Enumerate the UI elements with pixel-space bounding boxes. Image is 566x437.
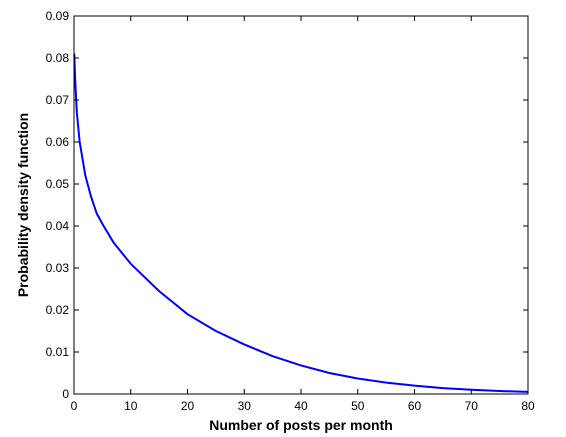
plot-area bbox=[74, 16, 528, 394]
x-tick-label: 30 bbox=[238, 399, 252, 413]
x-tick-label: 0 bbox=[71, 399, 78, 413]
x-tick-label: 60 bbox=[408, 399, 422, 413]
y-axis-title: Probability density function bbox=[15, 113, 31, 297]
x-axis-title: Number of posts per month bbox=[209, 417, 393, 433]
x-tick-label: 40 bbox=[294, 399, 308, 413]
y-tick-label: 0.08 bbox=[46, 51, 70, 65]
y-tick-label: 0.02 bbox=[46, 303, 70, 317]
series-layer bbox=[73, 53, 529, 393]
x-axis-ticks: 0 10 20 30 40 50 60 70 80 bbox=[71, 16, 535, 413]
y-tick-label: 0.06 bbox=[46, 135, 70, 149]
y-tick-label: 0.01 bbox=[46, 345, 70, 359]
x-tick-label: 80 bbox=[521, 399, 535, 413]
y-tick-label: 0.03 bbox=[46, 261, 70, 275]
x-tick-label: 20 bbox=[181, 399, 195, 413]
x-tick-label: 10 bbox=[124, 399, 138, 413]
y-axis-ticks: 0 0.01 0.02 0.03 0.04 0.05 0.06 0.07 0.08 0.09 bbox=[46, 9, 528, 401]
y-tick-label: 0.07 bbox=[46, 93, 70, 107]
y-tick-label: 0.05 bbox=[46, 177, 70, 191]
y-tick-label: 0 bbox=[62, 387, 69, 401]
series-line-0 bbox=[73, 53, 529, 393]
y-tick-label: 0.04 bbox=[46, 219, 70, 233]
x-tick-label: 70 bbox=[465, 399, 479, 413]
y-tick-label: 0.09 bbox=[46, 9, 70, 23]
x-tick-label: 50 bbox=[351, 399, 365, 413]
